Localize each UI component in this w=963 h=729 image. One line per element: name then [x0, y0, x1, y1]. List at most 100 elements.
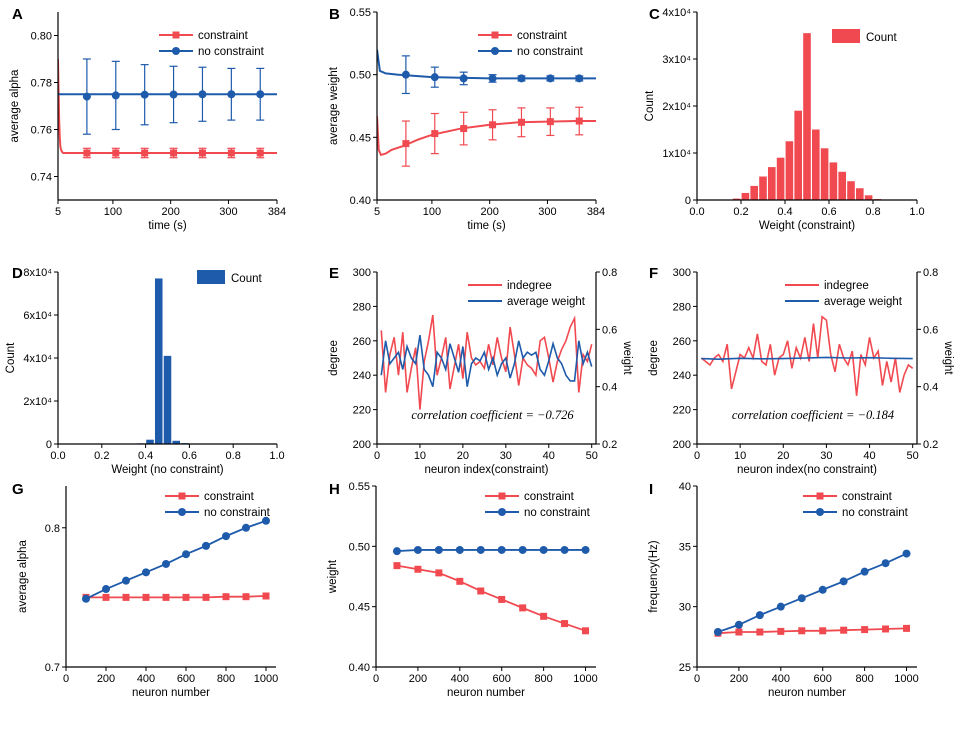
- panel-c: C 0.0 0.2 0.4 0.6 0.8 1.0 0 1x10⁴ 2x10⁴ 3x10⁴ 4x10⁴…: [644, 6, 925, 232]
- x-tick-label: 0.0: [689, 206, 704, 218]
- x-tick-label: 600: [814, 673, 832, 685]
- x-tick-label: 30: [820, 450, 832, 462]
- x-tick-label: 0: [694, 673, 700, 685]
- no-constraint-series-circle-marker: [392, 547, 401, 556]
- no-constraint-series-circle-marker: [755, 611, 764, 620]
- x-tick-label: 1.0: [909, 206, 924, 218]
- legend-label: constraint: [198, 30, 249, 42]
- y-axis-label: Count: [644, 90, 656, 121]
- x-tick-label: 0: [63, 673, 69, 685]
- x-axis-label: time (s): [467, 220, 506, 232]
- panel-g: G 0 200 400 600 800 1000 0.7 0.8 neuron number ave…: [12, 481, 278, 699]
- constraint-series-square-marker: [498, 595, 506, 603]
- histogram-bar: [732, 198, 741, 200]
- no-constraint-series-circle-marker: [242, 523, 250, 532]
- legend-label: Count: [231, 273, 262, 285]
- constraint-series-line: [717, 627, 907, 635]
- y-axis-label: degree: [328, 340, 340, 376]
- histogram-bar: [750, 185, 758, 200]
- y-tick-label: 0.80: [31, 31, 52, 43]
- x-tick-label: 10: [414, 450, 426, 462]
- panel-letter: B: [329, 6, 340, 23]
- y-right-tick-label: 0.4: [602, 382, 617, 394]
- constraint-series-square-marker: [840, 626, 848, 634]
- histogram-bar: [803, 33, 811, 200]
- no-constraint-series-circle-marker: [560, 545, 569, 554]
- constraint-series-square-marker: [561, 620, 569, 628]
- legend-label: Count: [866, 32, 897, 44]
- y-axis-label: average alpha: [9, 69, 21, 142]
- y-tick-label: 40: [679, 481, 691, 493]
- y-tick-label: 200: [353, 439, 371, 451]
- constraint-series-square-marker: [882, 625, 890, 633]
- y-tick-label: 0.50: [350, 70, 371, 82]
- x-tick-label: 40: [863, 450, 875, 462]
- y-axis-label: average weight: [328, 66, 340, 145]
- no-constraint-series-line: [717, 552, 907, 633]
- x-tick-label: 100: [423, 206, 441, 218]
- x-tick-label: 400: [137, 673, 155, 685]
- x-tick-label: 200: [730, 673, 748, 685]
- no-constraint-series-circle-marker: [256, 90, 265, 99]
- constraint-series-square-marker: [819, 627, 827, 635]
- panel-b: B 5 100 200 300 384 0.40 0.45 0.50 0.55 time (s) av…: [328, 6, 605, 232]
- panel-e: E 0 10 20 30 40 50 200 220 240 260 280 300 0.2 0.4 0.6 0…: [328, 265, 633, 476]
- legend-label: constraint: [842, 491, 893, 503]
- x-tick-label: 5: [55, 206, 61, 218]
- plot-area: [377, 49, 596, 167]
- legend: constraint no constraint: [159, 30, 265, 58]
- x-axis-label: neuron index(no constraint): [737, 464, 877, 476]
- legend: Count: [832, 29, 897, 44]
- x-tick-label: 0.2: [94, 450, 109, 462]
- y-tick-label: 220: [353, 405, 371, 417]
- x-tick-label: 0.0: [50, 450, 65, 462]
- x-tick-label: 0.8: [865, 206, 880, 218]
- no-constraint-series-circle-marker: [182, 550, 190, 559]
- x-axis-label: Weight (constraint): [759, 220, 855, 232]
- histogram-bar: [768, 167, 776, 200]
- legend-label: average weight: [824, 296, 903, 308]
- legend-circle-marker: [178, 508, 186, 516]
- constraint-series-square-marker: [456, 577, 464, 585]
- no-constraint-series-circle-marker: [734, 620, 743, 629]
- y-right-tick-label: 0.8: [602, 267, 617, 279]
- no-constraint-series-circle-marker: [488, 74, 497, 83]
- x-tick-label: 0.4: [138, 450, 153, 462]
- x-tick-label: 200: [480, 206, 498, 218]
- y-tick-label: 4x10⁴: [662, 7, 691, 19]
- y-tick-label: 0.40: [350, 195, 371, 207]
- plot-area: [380, 314, 593, 410]
- panel-letter: F: [649, 265, 658, 282]
- panel-i: I 0 200 400 600 800 1000 25 30 35 40 neuron number f…: [648, 481, 919, 699]
- no-constraint-series-circle-marker: [581, 545, 590, 554]
- x-tick-label: 200: [97, 673, 115, 685]
- no-constraint-series-circle-marker: [162, 559, 170, 568]
- y-tick-label: 300: [353, 267, 371, 279]
- panel-f: F 0 10 20 30 40 50 200 220 240 260 280 300 0.2 0.4 0.6 0…: [648, 265, 954, 476]
- y-tick-label: 220: [673, 405, 691, 417]
- histogram-bar: [172, 440, 181, 444]
- x-axis-label: Weight (no constraint): [111, 464, 223, 476]
- y-tick-label: 35: [679, 541, 691, 553]
- no-constraint-series-circle-marker: [102, 585, 110, 594]
- constraint-series-square-marker: [262, 592, 270, 600]
- y-tick-label: 240: [673, 370, 691, 382]
- x-axis-label: neuron index(constraint): [424, 464, 548, 476]
- y-tick-label: 2x10⁴: [662, 101, 691, 113]
- y-axis-label: average alpha: [17, 539, 29, 612]
- no-constraint-series-circle-marker: [575, 74, 584, 83]
- legend-square-marker: [178, 492, 186, 500]
- constraint-series-square-marker: [546, 118, 554, 126]
- panel-letter: H: [329, 481, 340, 498]
- x-tick-label: 384: [587, 206, 605, 218]
- panel-h: H 0 200 400 600 800 1000 0.40 0.45 0.50 0.55 neuron…: [327, 481, 598, 699]
- legend-swatch: [197, 270, 225, 284]
- constraint-series-square-marker: [903, 624, 911, 632]
- x-tick-label: 600: [493, 673, 511, 685]
- indegree-series-line: [700, 315, 914, 396]
- legend-square-marker: [172, 31, 180, 39]
- y-axis-label: degree: [648, 340, 660, 376]
- no-constraint-series-circle-marker: [476, 545, 485, 554]
- x-tick-label: 800: [534, 673, 552, 685]
